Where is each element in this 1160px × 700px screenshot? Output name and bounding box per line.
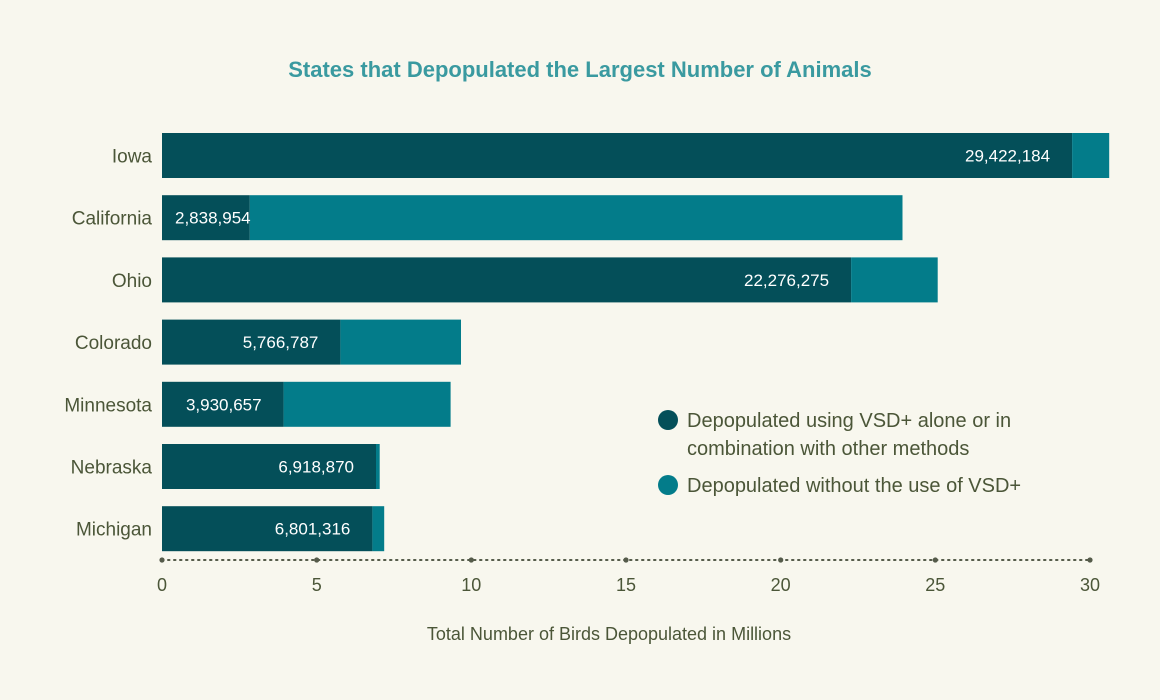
x-tick-mark <box>159 557 165 563</box>
category-label: Colorado <box>75 333 152 354</box>
category-label: California <box>72 209 153 230</box>
x-tick-mark <box>623 557 629 563</box>
legend-swatch <box>658 475 678 495</box>
bar-segment <box>162 133 1073 178</box>
x-tick-label: 10 <box>461 575 481 595</box>
bar-segment <box>376 444 380 489</box>
category-label: Michigan <box>76 520 152 541</box>
x-axis-title: Total Number of Birds Depopulated in Mil… <box>427 624 791 644</box>
bar-value-label: 29,422,184 <box>965 147 1050 166</box>
bar-segment <box>162 257 852 303</box>
category-label: Minnesota <box>64 395 152 416</box>
bar-segment <box>162 195 250 241</box>
bar-segment <box>162 319 341 365</box>
legend: Depopulated using VSD+ alone or in combin… <box>658 410 1021 497</box>
x-tick-label: 25 <box>925 575 945 595</box>
x-tick-label: 30 <box>1080 575 1100 595</box>
bar-segment <box>372 506 385 552</box>
bar-segment <box>1072 133 1110 178</box>
x-tick-mark <box>778 557 784 563</box>
bar-segment <box>249 195 903 241</box>
legend-label: Depopulated using VSD+ alone or in combin… <box>687 410 1011 460</box>
x-tick-mark <box>468 557 474 563</box>
bar-value-label: 6,918,870 <box>278 458 354 477</box>
chart-title: States that Depopulated the Largest Numb… <box>288 57 872 82</box>
x-tick-mark <box>314 557 320 563</box>
category-labels: Iowa California Ohio Colorado Minnesota Nebra… <box>64 147 152 541</box>
x-tick-label: 20 <box>771 575 791 595</box>
x-tick-label: 5 <box>312 575 322 595</box>
bars: 29,422,184 2,838,954 22,276,275 5,766,787 3,… <box>162 133 1110 552</box>
bar-value-label: 5,766,787 <box>243 333 319 352</box>
bar-segment <box>340 319 461 365</box>
category-label: Nebraska <box>71 458 153 479</box>
bar-segment <box>851 257 938 303</box>
bar-segment <box>162 381 284 427</box>
x-tick-label: 15 <box>616 575 636 595</box>
bar-value-label: 2,838,954 <box>175 209 251 228</box>
category-label: Iowa <box>112 147 153 168</box>
bar-value-label: 6,801,316 <box>275 520 351 539</box>
legend-label: Depopulated without the use of VSD+ <box>687 475 1021 497</box>
bar-segment <box>283 381 451 427</box>
bar-segment <box>162 444 376 489</box>
x-tick-mark <box>932 557 938 563</box>
x-axis: 0 5 10 15 20 25 30 <box>157 557 1100 595</box>
legend-swatch <box>658 410 678 430</box>
bar-value-label: 3,930,657 <box>186 395 262 414</box>
bar-segment <box>162 506 373 552</box>
x-tick-mark <box>1087 557 1093 563</box>
x-tick-label: 0 <box>157 575 167 595</box>
bar-value-label: 22,276,275 <box>744 271 829 290</box>
category-label: Ohio <box>112 271 152 292</box>
